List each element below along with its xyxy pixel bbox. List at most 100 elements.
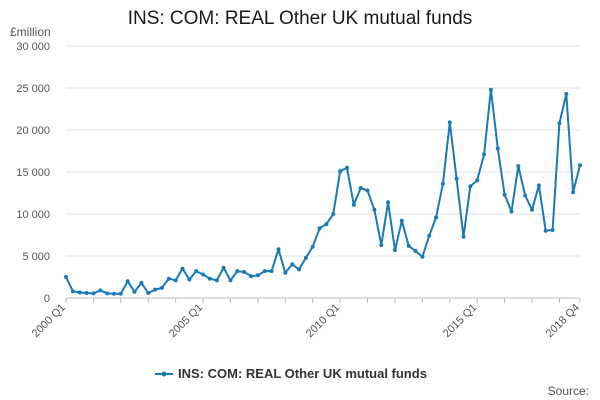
data-point[interactable] (214, 278, 219, 283)
y-tick-label: 10 000 (16, 209, 50, 221)
data-point[interactable] (132, 289, 137, 294)
data-point[interactable] (118, 291, 123, 296)
data-point[interactable] (310, 244, 315, 249)
data-point[interactable] (173, 278, 178, 283)
data-point[interactable] (571, 190, 576, 195)
data-point[interactable] (201, 272, 206, 277)
data-point[interactable] (358, 186, 363, 190)
data-point[interactable] (536, 183, 541, 188)
y-tick-label: 15 000 (16, 167, 50, 179)
data-point[interactable] (228, 278, 233, 283)
data-point[interactable] (105, 291, 110, 296)
data-point[interactable] (146, 291, 151, 295)
data-point[interactable] (221, 265, 226, 270)
data-point[interactable] (468, 184, 473, 189)
data-point[interactable] (564, 91, 569, 96)
data-point[interactable] (331, 212, 336, 216)
gridlines (66, 45, 580, 257)
data-point[interactable] (98, 288, 103, 293)
data-point[interactable] (399, 218, 404, 223)
y-tick-label: 0 (44, 293, 50, 305)
data-point[interactable] (509, 209, 514, 214)
data-point[interactable] (112, 291, 116, 296)
data-point[interactable] (386, 200, 391, 205)
y-axis: 0 5 000 10 000 15 000 20 000 25 000 30 000 (16, 41, 50, 305)
data-point[interactable] (269, 269, 274, 274)
y-unit-label: £million (10, 25, 51, 39)
data-point[interactable] (447, 120, 452, 125)
data-point[interactable] (262, 269, 267, 274)
data-point[interactable] (338, 169, 343, 174)
x-tick-label: 2015 Q1 (441, 302, 479, 340)
data-point[interactable] (255, 273, 260, 278)
data-point[interactable] (187, 277, 192, 282)
data-point[interactable] (427, 233, 432, 238)
data-point[interactable] (317, 226, 322, 231)
series-line (65, 88, 581, 295)
data-point[interactable] (283, 270, 288, 275)
data-point[interactable] (406, 243, 411, 248)
data-point[interactable] (290, 262, 295, 267)
data-point[interactable] (578, 163, 582, 168)
data-point[interactable] (495, 146, 500, 151)
x-axis-labels: 2000 Q1 2005 Q1 2010 Q1 2015 Q1 2018 Q4 (30, 302, 582, 340)
data-point[interactable] (502, 192, 507, 197)
y-tick-label: 5 000 (22, 251, 50, 263)
data-point[interactable] (194, 269, 199, 274)
legend-marker-swatch (161, 371, 167, 377)
data-point[interactable] (530, 207, 534, 212)
data-point[interactable] (482, 152, 487, 157)
source-label: Source: (548, 384, 589, 398)
data-point[interactable] (153, 287, 158, 292)
x-tick-label: 2000 Q1 (30, 302, 68, 340)
data-point[interactable] (303, 255, 308, 260)
legend[interactable]: INS: COM: REAL Other UK mutual funds (155, 366, 427, 381)
y-tick-label: 20 000 (16, 125, 50, 137)
x-tick-label: 2018 Q4 (544, 302, 582, 340)
data-point[interactable] (413, 249, 418, 253)
data-point[interactable] (125, 279, 130, 284)
data-point[interactable] (475, 178, 480, 183)
data-point[interactable] (70, 289, 75, 294)
data-point[interactable] (249, 274, 253, 279)
data-point[interactable] (91, 291, 96, 296)
data-point[interactable] (550, 228, 555, 232)
data-point[interactable] (159, 285, 164, 290)
data-point[interactable] (461, 234, 466, 239)
data-point[interactable] (64, 275, 68, 279)
legend-label: INS: COM: REAL Other UK mutual funds (178, 366, 427, 381)
data-point[interactable] (297, 267, 301, 272)
data-point[interactable] (454, 176, 459, 181)
data-point[interactable] (372, 207, 377, 212)
data-point[interactable] (166, 276, 171, 281)
data-point[interactable] (523, 193, 528, 198)
data-point[interactable] (393, 248, 397, 253)
data-point[interactable] (557, 121, 562, 126)
chart-title: INS: COM: REAL Other UK mutual funds (128, 8, 473, 29)
data-point[interactable] (324, 222, 329, 227)
series-group (64, 87, 582, 296)
x-tick-label: 2010 Q1 (304, 302, 342, 340)
y-tick-label: 30 000 (16, 41, 50, 53)
data-point[interactable] (365, 188, 370, 193)
data-point[interactable] (84, 291, 89, 295)
data-point[interactable] (242, 270, 247, 274)
data-point[interactable] (180, 266, 185, 271)
data-point[interactable] (379, 243, 384, 248)
data-point[interactable] (434, 215, 439, 220)
data-point[interactable] (516, 164, 521, 169)
data-point[interactable] (139, 280, 144, 285)
data-point[interactable] (440, 181, 445, 186)
data-point[interactable] (345, 165, 349, 170)
data-point[interactable] (488, 87, 493, 92)
data-point[interactable] (543, 228, 548, 233)
y-tick-label: 25 000 (16, 83, 50, 95)
data-point[interactable] (235, 269, 240, 274)
data-point[interactable] (207, 276, 212, 281)
data-point[interactable] (420, 254, 425, 259)
x-tick-label: 2005 Q1 (167, 302, 205, 340)
data-point[interactable] (77, 290, 82, 295)
data-point[interactable] (351, 202, 356, 207)
data-point[interactable] (276, 247, 281, 252)
